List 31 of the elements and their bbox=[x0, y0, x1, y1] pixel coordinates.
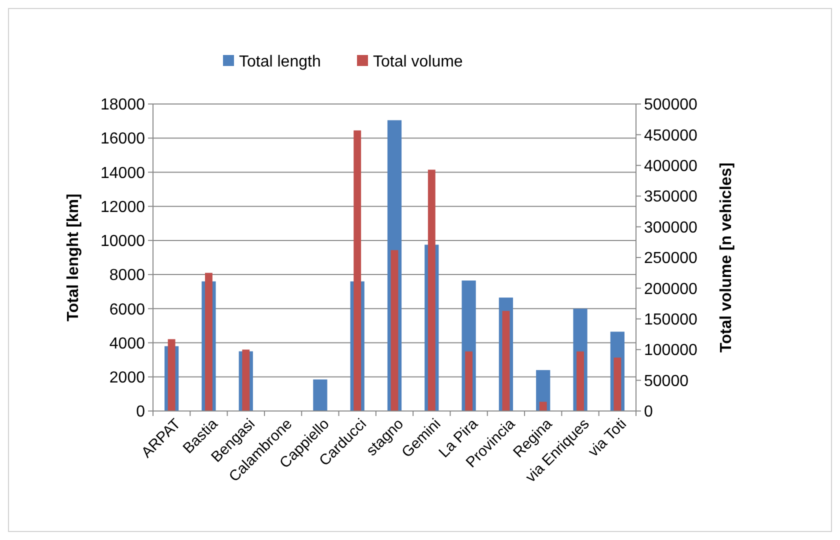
legend-label: Total volume bbox=[373, 54, 463, 71]
y2-tick-label: 0 bbox=[644, 404, 653, 421]
y-axis-title: Total lenght [km] bbox=[65, 194, 82, 322]
y-tick-label: 14000 bbox=[100, 164, 146, 182]
y2-tick-label: 50000 bbox=[644, 372, 689, 390]
bar bbox=[614, 358, 622, 411]
y-tick-label: 12000 bbox=[100, 198, 146, 216]
bar bbox=[465, 351, 473, 411]
legend-label: Total length bbox=[239, 54, 321, 71]
y-tick-label: 6000 bbox=[109, 301, 146, 318]
y2-tick-label: 250000 bbox=[644, 250, 698, 268]
y2-axis-title: Total volume [n vehicles] bbox=[718, 162, 735, 352]
y-tick-label: 0 bbox=[136, 404, 146, 421]
y-tick-label: 4000 bbox=[109, 335, 146, 352]
y-tick-label: 16000 bbox=[100, 130, 146, 148]
y2-tick-label: 200000 bbox=[644, 280, 698, 298]
y-tick-label: 2000 bbox=[109, 369, 146, 386]
y2-tick-label: 400000 bbox=[644, 158, 698, 175]
bar bbox=[539, 402, 547, 411]
bar bbox=[390, 250, 398, 411]
y-tick-label: 18000 bbox=[100, 96, 146, 114]
y2-tick-label: 100000 bbox=[644, 342, 698, 360]
y-tick-label: 10000 bbox=[100, 233, 146, 250]
y2-tick-label: 150000 bbox=[644, 312, 698, 328]
bar bbox=[313, 379, 328, 411]
y2-tick-label: 500000 bbox=[644, 96, 698, 114]
bar bbox=[576, 351, 584, 411]
y-tick-label: 8000 bbox=[109, 267, 146, 284]
y2-tick-label: 450000 bbox=[644, 127, 698, 144]
y2-tick-label: 300000 bbox=[644, 219, 698, 236]
y2-tick-label: 350000 bbox=[644, 188, 698, 206]
